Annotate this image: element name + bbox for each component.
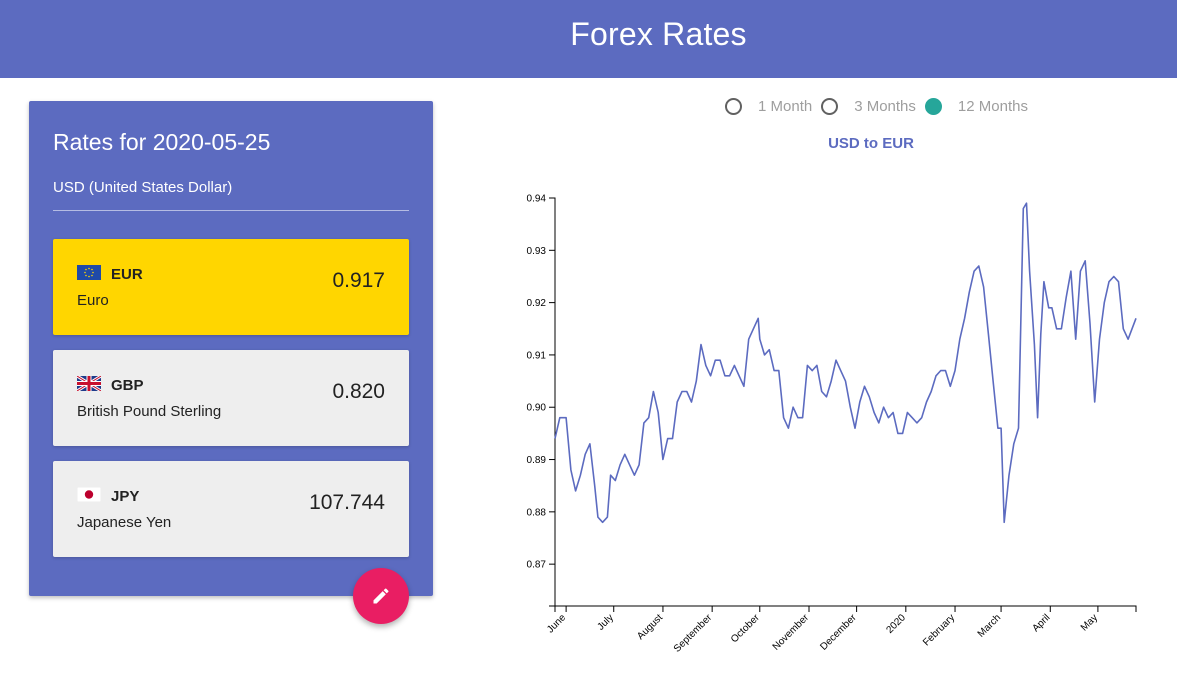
x-tick-label: February: [921, 612, 957, 648]
x-tick-label: August: [635, 612, 665, 642]
rates-title: Rates for 2020-05-25: [53, 129, 271, 155]
range-selector: 1 Month 3 Months 12 Months: [725, 94, 1037, 118]
rates-panel: Rates for 2020-05-25 USD (United States …: [29, 101, 433, 596]
currency-name: Euro: [77, 292, 109, 309]
y-axis-line: [549, 197, 556, 607]
chart-title: USD to EUR: [828, 135, 914, 152]
currency-code: GBP: [111, 377, 144, 394]
pencil-icon: [373, 588, 389, 604]
currency-code: JPY: [111, 488, 140, 505]
range-label: 12 Months: [957, 97, 1028, 115]
x-tick-label: July: [595, 612, 615, 632]
x-tick-label: November: [771, 612, 812, 653]
y-tick-label: 0.89: [527, 455, 547, 466]
currency-name: Japanese Yen: [77, 514, 172, 531]
divider: [53, 210, 409, 211]
currency-rate: 0.917: [332, 269, 385, 292]
x-tick-label: September: [672, 612, 715, 655]
x-tick-label: June: [545, 612, 568, 635]
x-tick-label: October: [729, 612, 762, 645]
y-tick-label: 0.94: [527, 194, 547, 205]
x-tick-label: April: [1030, 612, 1052, 634]
app-title: Forex Rates: [570, 16, 747, 52]
y-tick-label: 0.91: [527, 350, 547, 361]
y-tick-label: 0.92: [527, 298, 547, 309]
range-option-1-month[interactable]: 1 Month: [725, 97, 821, 115]
rate-series-line: [554, 202, 1137, 524]
range-option-3-months[interactable]: 3 Months: [821, 97, 925, 115]
base-currency: USD (United States Dollar): [53, 179, 233, 196]
radio-3-months[interactable]: [821, 97, 839, 115]
x-axis-line: [554, 605, 1137, 612]
y-tick-label: 0.87: [527, 560, 547, 571]
rate-card-jpy[interactable]: JPY Japanese Yen 107.744: [53, 461, 409, 557]
radio-1-month[interactable]: [725, 97, 742, 115]
range-label: 1 Month: [758, 97, 813, 115]
x-tick-label: 2020: [884, 612, 908, 636]
currency-name: British Pound Sterling: [77, 403, 222, 420]
currency-rate: 0.820: [332, 380, 385, 403]
rate-card-eur[interactable]: EUR Euro 0.917: [53, 239, 409, 335]
y-tick-label: 0.88: [527, 507, 547, 518]
x-tick-label: May: [1079, 612, 1100, 633]
app-header: Forex Rates: [0, 0, 1177, 78]
rate-card-gbp[interactable]: GBP British Pound Sterling 0.820: [53, 350, 409, 446]
y-tick-label: 0.90: [527, 403, 547, 414]
currency-rate: 107.744: [309, 491, 385, 514]
range-option-12-months[interactable]: 12 Months: [924, 97, 1037, 115]
currency-code: EUR: [111, 266, 143, 283]
x-tick-label: March: [976, 612, 1003, 639]
range-label: 3 Months: [854, 97, 916, 115]
japan-flag-icon: [77, 487, 101, 502]
edit-fab-button[interactable]: [353, 568, 409, 624]
y-tick-label: 0.93: [527, 246, 547, 257]
x-tick-label: December: [818, 612, 859, 653]
eu-flag-icon: [77, 265, 101, 280]
uk-flag-icon: [77, 376, 101, 391]
radio-12-months[interactable]: [924, 97, 942, 115]
